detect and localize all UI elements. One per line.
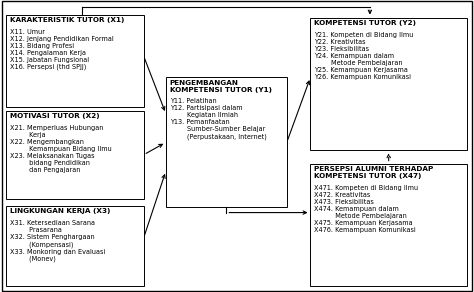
Text: X11. Umur
X12. Jenjang Pendidikan Formal
X13. Bidang Profesi
X14. Pengalaman Ker: X11. Umur X12. Jenjang Pendidikan Formal… bbox=[10, 29, 114, 70]
Bar bbox=[310, 164, 467, 286]
Text: MOTIVASI TUTOR (X2): MOTIVASI TUTOR (X2) bbox=[10, 113, 100, 119]
Text: X471. Kompeten di Bidang Ilmu
X472. Kreativitas
X473. Fleksibilitas
X474. Kemamp: X471. Kompeten di Bidang Ilmu X472. Krea… bbox=[314, 185, 419, 232]
Bar bbox=[166, 77, 287, 207]
Text: PERSEPSI ALUMNI TERHADAP
KOMPETENSI TUTOR (X47): PERSEPSI ALUMNI TERHADAP KOMPETENSI TUTO… bbox=[314, 166, 434, 179]
Bar bbox=[310, 18, 467, 150]
Text: Y11. Pelatihan
Y12. Partisipasi dalam
        Kegiatan Ilmiah
Y13. Pemanfaatan
 : Y11. Pelatihan Y12. Partisipasi dalam Ke… bbox=[170, 98, 266, 140]
Text: KOMPETENSI TUTOR (Y2): KOMPETENSI TUTOR (Y2) bbox=[314, 20, 416, 26]
Text: X21. Memperluas Hubungan
         Kerja
X22. Mengembangkan
         Kemampuan Bi: X21. Memperluas Hubungan Kerja X22. Meng… bbox=[10, 125, 112, 173]
Bar bbox=[6, 111, 144, 199]
Text: PENGEMBANGAN
KOMPETENSI TUTOR (Y1): PENGEMBANGAN KOMPETENSI TUTOR (Y1) bbox=[170, 80, 272, 93]
Text: X31. Ketersediaan Sarana
         Prasarana
X32. Sistem Penghargaan
         (Ko: X31. Ketersediaan Sarana Prasarana X32. … bbox=[10, 220, 105, 262]
Text: Y21. Kompeten di Bidang Ilmu
Y22. Kreativitas
Y23. Fleksibilitas
Y24. Kemampuan : Y21. Kompeten di Bidang Ilmu Y22. Kreati… bbox=[314, 32, 414, 80]
Text: KARAKTERISTIK TUTOR (X1): KARAKTERISTIK TUTOR (X1) bbox=[10, 17, 124, 23]
Text: LINGKUNGAN KERJA (X3): LINGKUNGAN KERJA (X3) bbox=[10, 208, 110, 214]
Bar bbox=[6, 15, 144, 107]
Bar bbox=[6, 206, 144, 286]
